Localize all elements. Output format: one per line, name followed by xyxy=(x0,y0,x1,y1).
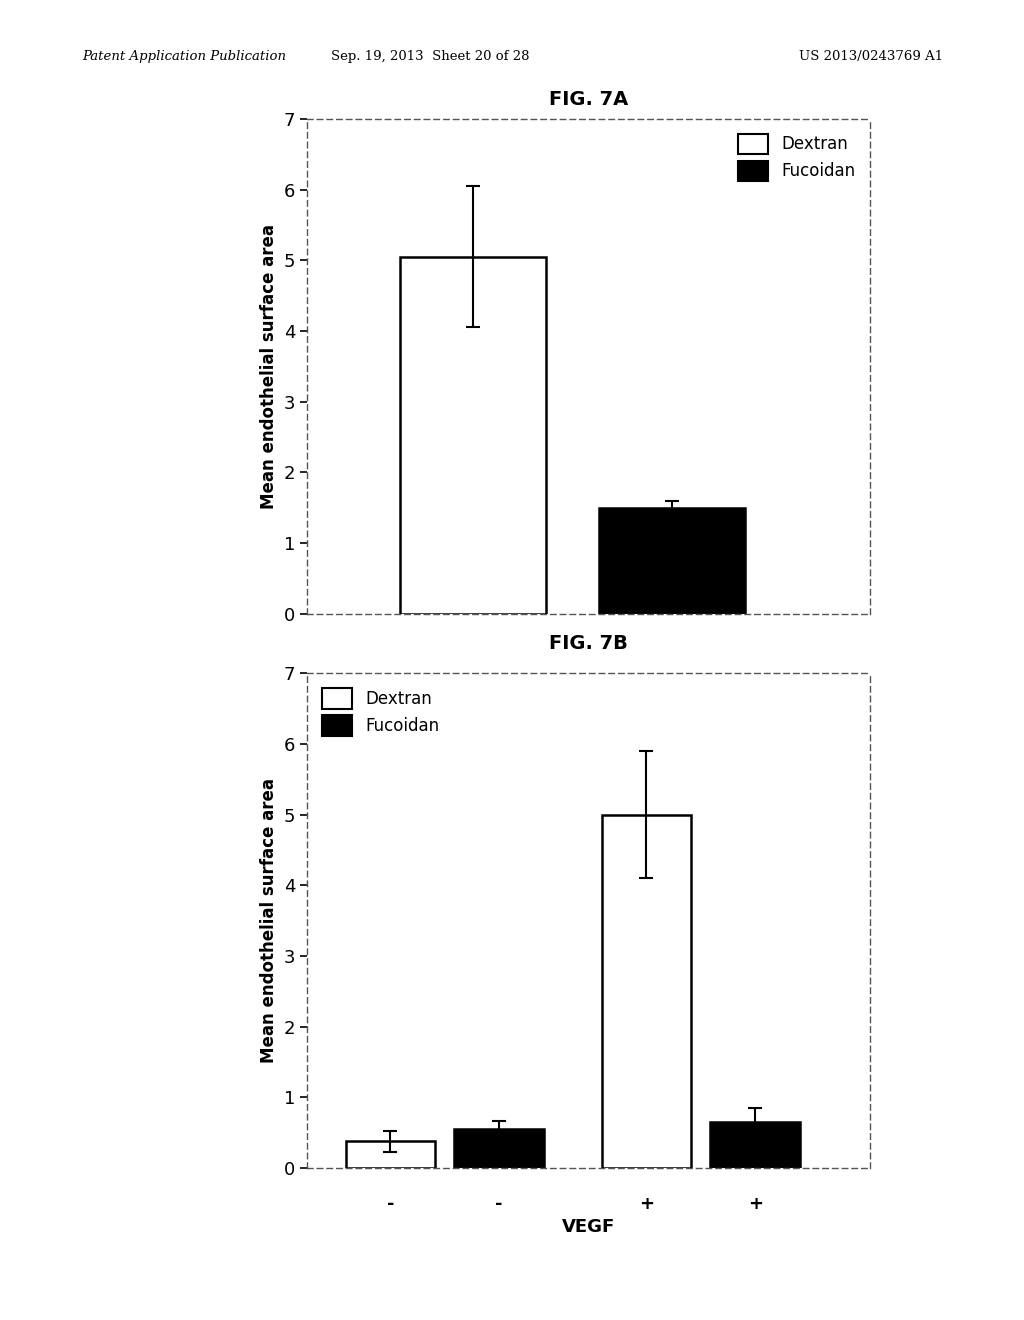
Text: Sep. 19, 2013  Sheet 20 of 28: Sep. 19, 2013 Sheet 20 of 28 xyxy=(331,50,529,63)
Y-axis label: Mean endothelial surface area: Mean endothelial surface area xyxy=(260,224,279,508)
Text: +: + xyxy=(639,1196,654,1213)
Text: US 2013/0243769 A1: US 2013/0243769 A1 xyxy=(799,50,943,63)
Legend: Dextran, Fucoidan: Dextran, Fucoidan xyxy=(315,681,446,742)
Bar xyxy=(345,1142,435,1168)
Y-axis label: Mean endothelial surface area: Mean endothelial surface area xyxy=(260,779,279,1063)
Bar xyxy=(599,508,744,614)
Text: Patent Application Publication: Patent Application Publication xyxy=(82,50,286,63)
Text: -: - xyxy=(387,1196,394,1213)
Bar xyxy=(400,256,546,614)
Text: -: - xyxy=(496,1196,503,1213)
Bar xyxy=(711,1122,800,1168)
Legend: Dextran, Fucoidan: Dextran, Fucoidan xyxy=(731,127,862,187)
Text: VEGF: VEGF xyxy=(562,1217,615,1236)
Bar xyxy=(455,1130,544,1168)
Text: +: + xyxy=(748,1196,763,1213)
Text: FIG. 7B: FIG. 7B xyxy=(549,634,629,652)
Bar xyxy=(602,814,691,1168)
Title: FIG. 7A: FIG. 7A xyxy=(549,90,629,110)
